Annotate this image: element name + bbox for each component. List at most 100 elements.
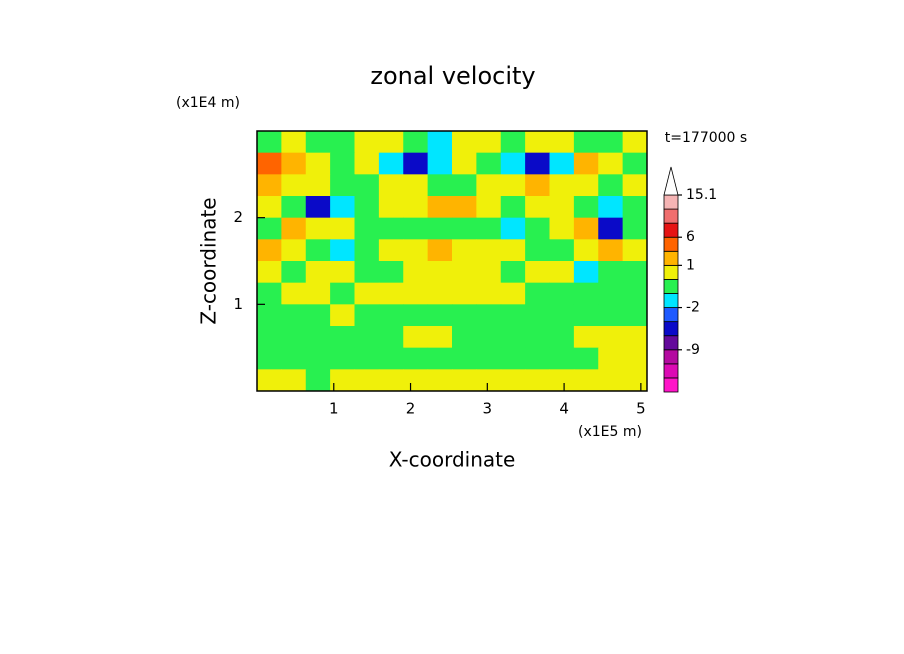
contour-cell	[525, 174, 550, 197]
colorbar-swatch	[663, 321, 679, 337]
contour-cell	[476, 152, 502, 175]
contour-cell	[378, 131, 404, 154]
contour-cell	[378, 152, 404, 175]
contour-cell	[281, 239, 307, 262]
contour-cell	[281, 196, 307, 219]
contour-cell	[500, 239, 526, 262]
contour-cell	[573, 326, 599, 349]
contour-cell	[549, 282, 575, 305]
contour-cell	[354, 174, 380, 197]
contour-cell	[500, 261, 526, 284]
contour-cell	[500, 347, 526, 370]
contour-cell	[427, 261, 453, 284]
contour-cell	[549, 217, 575, 240]
contour-cell	[427, 196, 453, 219]
colorbar-swatch	[663, 335, 679, 351]
contour-cell	[476, 174, 502, 197]
contour-cell	[573, 131, 599, 154]
colorbar-swatch	[663, 349, 679, 365]
contour-cell	[403, 174, 429, 197]
contour-cell	[622, 369, 648, 392]
contour-cell	[281, 369, 307, 392]
contour-cell	[573, 174, 599, 197]
colorbar-swatch	[663, 208, 679, 224]
contour-cell	[598, 131, 624, 154]
contour-cell	[549, 152, 575, 175]
contour-cell	[452, 239, 477, 262]
contour-cell	[500, 326, 526, 349]
contour-cell	[452, 152, 477, 175]
contour-cell	[598, 152, 624, 175]
contour-cell	[573, 152, 599, 175]
contour-cell	[281, 282, 307, 305]
contour-cell	[378, 282, 404, 305]
colorbar-swatch	[663, 222, 679, 238]
contour-cell	[573, 282, 599, 305]
contour-cell	[378, 196, 404, 219]
contour-cell	[257, 239, 282, 262]
y-unit: (x1E4 m)	[176, 95, 240, 111]
contour-cell	[378, 239, 404, 262]
contour-cell	[305, 131, 331, 154]
contour-cell	[281, 326, 307, 349]
contour-cell	[403, 369, 429, 392]
colorbar-swatch	[663, 293, 679, 308]
contour-cell	[622, 239, 648, 262]
contour-cell	[403, 304, 429, 327]
colorbar-arrow	[663, 166, 679, 196]
contour-cell	[378, 347, 404, 370]
contour-cell	[549, 239, 575, 262]
contour-cell	[378, 261, 404, 284]
contour-cell	[622, 282, 648, 305]
contour-cell	[427, 217, 453, 240]
contour-cell	[257, 217, 282, 240]
contour-cell	[257, 152, 282, 175]
contour-cell	[427, 347, 453, 370]
contour-cell	[598, 282, 624, 305]
colorbar-swatch	[663, 307, 679, 323]
contour-cell	[354, 196, 380, 219]
colorbar-swatch	[663, 236, 679, 252]
contour-cell	[549, 261, 575, 284]
contour-cell	[525, 261, 550, 284]
contour-cell	[622, 196, 648, 219]
contour-cell	[427, 239, 453, 262]
contour-cell	[500, 131, 526, 154]
contour-cell	[330, 261, 355, 284]
contour-cell	[452, 304, 477, 327]
contour-cell	[403, 196, 429, 219]
contour-cell	[330, 282, 355, 305]
contour-cell	[525, 131, 550, 154]
contour-cell	[476, 326, 502, 349]
colorbar-tick-label: 6	[686, 229, 695, 245]
colorbar-swatch	[663, 377, 679, 393]
contour-cell	[403, 282, 429, 305]
contour-cell	[573, 347, 599, 370]
contour-cell	[598, 196, 624, 219]
contour-cell	[549, 196, 575, 219]
contour-cell	[476, 304, 502, 327]
contour-cell	[549, 326, 575, 349]
contour-cell	[257, 196, 282, 219]
contour-cell	[330, 131, 355, 154]
contour-cell	[281, 152, 307, 175]
contour-cell	[598, 239, 624, 262]
contour-cell	[403, 131, 429, 154]
colorbar-swatch	[663, 264, 679, 280]
contour-cell	[305, 326, 331, 349]
contour-cell	[354, 217, 380, 240]
contour-cell	[452, 347, 477, 370]
contour-cell	[622, 261, 648, 284]
contour-cell	[573, 239, 599, 262]
contour-cell	[378, 174, 404, 197]
contour-cell	[525, 239, 550, 262]
contour-cell	[452, 196, 477, 219]
contour-cell	[378, 369, 404, 392]
contour-cell	[549, 347, 575, 370]
contour-cell	[354, 152, 380, 175]
contour-cell	[549, 304, 575, 327]
x-tick-label: 1	[329, 400, 339, 418]
y-tick-label: 2	[233, 208, 243, 226]
contour-cell	[500, 152, 526, 175]
